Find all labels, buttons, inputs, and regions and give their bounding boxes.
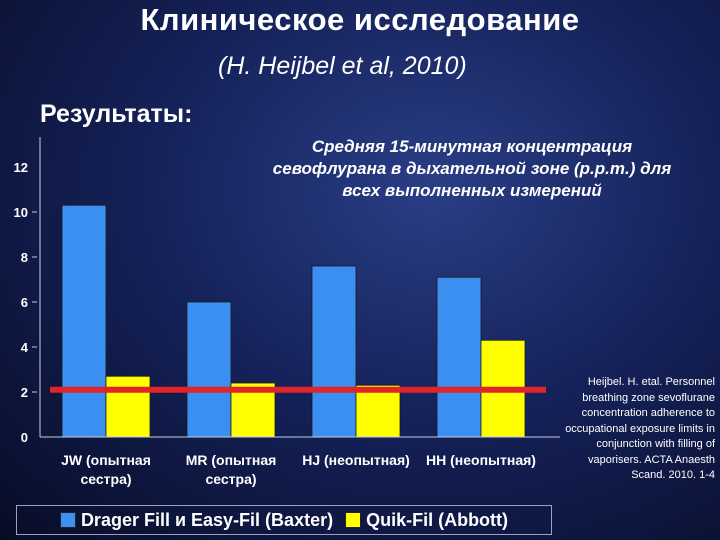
citation-text: Heijbel. H. etal. Personnel breathing zo… bbox=[565, 376, 715, 481]
chart-title: Средняя 15-минутная концентрация севофлу… bbox=[272, 137, 672, 200]
legend-label-baxter: Drager Fill и Easy-Fil (Baxter) bbox=[80, 509, 334, 530]
y-tick-label: 12 bbox=[14, 160, 28, 175]
x-category-label: JW (опытная bbox=[61, 452, 151, 468]
bar-baxter-0 bbox=[61, 204, 107, 438]
bar-abbott-0 bbox=[105, 375, 151, 438]
x-category-label: HH (неопытная) bbox=[426, 452, 536, 468]
y-tick-label: 0 bbox=[21, 430, 28, 445]
slide-subtitle: (H. Heijbel et al, 2010) bbox=[218, 52, 467, 80]
legend-swatch-yellow bbox=[345, 512, 362, 528]
legend-item-baxter: Drager Fill и Easy-Fil (Baxter) bbox=[59, 509, 334, 531]
bar-baxter-2 bbox=[311, 265, 357, 438]
section-heading: Результаты: bbox=[40, 100, 193, 128]
y-tick-label: 4 bbox=[21, 340, 29, 355]
y-tick-label: 10 bbox=[14, 205, 28, 220]
bar-baxter-1 bbox=[186, 301, 232, 438]
chart-legend: Drager Fill и Easy-Fil (Baxter) Quik-Fil… bbox=[16, 505, 552, 535]
bar-baxter-3 bbox=[436, 276, 482, 438]
x-category-label: HJ (неопытная) bbox=[302, 452, 410, 468]
bar-abbott-2 bbox=[355, 384, 401, 438]
x-category-label: сестра) bbox=[205, 471, 256, 487]
x-category-label: MR (опытная bbox=[186, 452, 277, 468]
legend-label-abbott: Quik-Fil (Abbott) bbox=[366, 509, 509, 530]
legend-swatch-blue bbox=[59, 512, 76, 528]
legend-item-abbott: Quik-Fil (Abbott) bbox=[345, 510, 508, 531]
x-category-label: сестра) bbox=[80, 471, 131, 487]
y-tick-label: 6 bbox=[21, 295, 28, 310]
y-tick-label: 2 bbox=[21, 385, 28, 400]
slide-title: Клиническое исследование bbox=[140, 2, 580, 37]
y-tick-label: 8 bbox=[21, 250, 28, 265]
